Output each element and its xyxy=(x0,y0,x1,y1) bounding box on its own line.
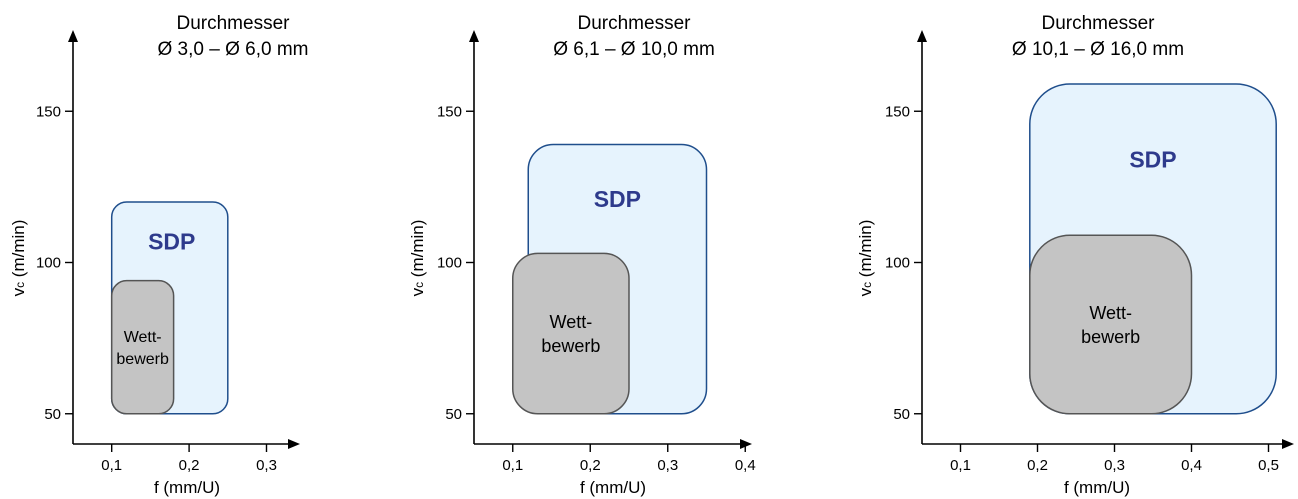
y-tick-label: 100 xyxy=(36,255,61,272)
chart-subtitle: Ø 3,0 – Ø 6,0 mm xyxy=(158,39,309,60)
y-axis-arrowhead xyxy=(68,30,78,42)
x-tick-label: 0,3 xyxy=(1104,457,1125,474)
x-tick-label: 0,2 xyxy=(1027,457,1048,474)
y-axis-label-unit: (m/min) xyxy=(408,220,427,282)
x-tick-label: 0,1 xyxy=(950,457,971,474)
x-tick-label: 0,3 xyxy=(657,457,678,474)
y-axis-label: vc (m/min) xyxy=(856,220,875,297)
y-axis-arrowhead xyxy=(917,30,927,42)
y-axis-label: vc (m/min) xyxy=(9,220,28,297)
x-tick-label: 0,2 xyxy=(179,457,200,474)
x-axis-label: f (mm/U) xyxy=(580,478,646,497)
competitor-label: bewerb xyxy=(116,351,169,368)
y-axis-label-symbol: v xyxy=(856,287,875,296)
y-axis-label-unit: (m/min) xyxy=(856,220,875,282)
y-axis-label-unit: (m/min) xyxy=(9,220,28,282)
chart-subtitle: Ø 10,1 – Ø 16,0 mm xyxy=(1012,39,1184,60)
competitor-range-box xyxy=(512,252,630,415)
x-axis-label: f (mm/U) xyxy=(1064,478,1130,497)
chart-title: Durchmesser xyxy=(578,13,692,34)
y-axis-label-subscript: c xyxy=(860,282,874,288)
y-tick-label: 50 xyxy=(893,406,910,423)
x-axis-arrowhead xyxy=(1282,439,1294,449)
competitor-label: Wett- xyxy=(1089,303,1132,323)
y-tick-label: 150 xyxy=(437,103,462,120)
x-tick-label: 0,5 xyxy=(1258,457,1279,474)
chart-subtitle: Ø 6,1 – Ø 10,0 mm xyxy=(553,39,715,60)
y-tick-label: 100 xyxy=(437,255,462,272)
x-tick-label: 0,1 xyxy=(502,457,523,474)
competitor-range-box xyxy=(110,279,175,415)
x-axis-arrowhead xyxy=(740,439,752,449)
y-tick-label: 50 xyxy=(445,406,462,423)
y-axis-arrowhead xyxy=(469,30,479,42)
sdp-label: SDP xyxy=(148,228,195,254)
chart-panel-large-diameter: SDP Wett-bewerb 0,1 0,2 0,3 0,4 0,5 50 100 150 f (… xyxy=(856,13,1294,497)
sdp-label: SDP xyxy=(1129,147,1176,173)
y-tick-label: 50 xyxy=(44,406,61,423)
sdp-label: SDP xyxy=(594,186,641,212)
y-axis-label-symbol: v xyxy=(408,287,427,296)
x-tick-label: 0,1 xyxy=(101,457,122,474)
x-tick-label: 0,3 xyxy=(256,457,277,474)
competitor-label: bewerb xyxy=(541,336,600,356)
chart-title: Durchmesser xyxy=(177,13,291,34)
y-axis-label-subscript: c xyxy=(412,282,426,288)
competitor-range-box xyxy=(1029,234,1193,415)
x-tick-label: 0,4 xyxy=(735,457,756,474)
x-axis-label: f (mm/U) xyxy=(154,478,220,497)
y-tick-label: 150 xyxy=(885,103,910,120)
y-tick-label: 150 xyxy=(36,103,61,120)
competitor-label: Wett- xyxy=(550,312,593,332)
chart-panel-small-diameter: SDP Wett-bewerb 0,1 0,2 0,3 50 100 150 f (mm/U) v… xyxy=(9,13,309,497)
y-axis-label-subscript: c xyxy=(13,282,27,288)
chart-panel-medium-diameter: SDP Wett-bewerb 0,1 0,2 0,3 0,4 50 100 150 f (mm/… xyxy=(408,13,756,497)
chart-title: Durchmesser xyxy=(1042,13,1156,34)
competitor-label: bewerb xyxy=(1081,327,1140,347)
competitor-label: Wett- xyxy=(124,329,162,346)
y-axis-label-symbol: v xyxy=(9,287,28,296)
y-axis-label: vc (m/min) xyxy=(408,220,427,297)
x-tick-label: 0,2 xyxy=(580,457,601,474)
y-tick-label: 100 xyxy=(885,255,910,272)
x-tick-label: 0,4 xyxy=(1181,457,1202,474)
x-axis-arrowhead xyxy=(288,439,300,449)
